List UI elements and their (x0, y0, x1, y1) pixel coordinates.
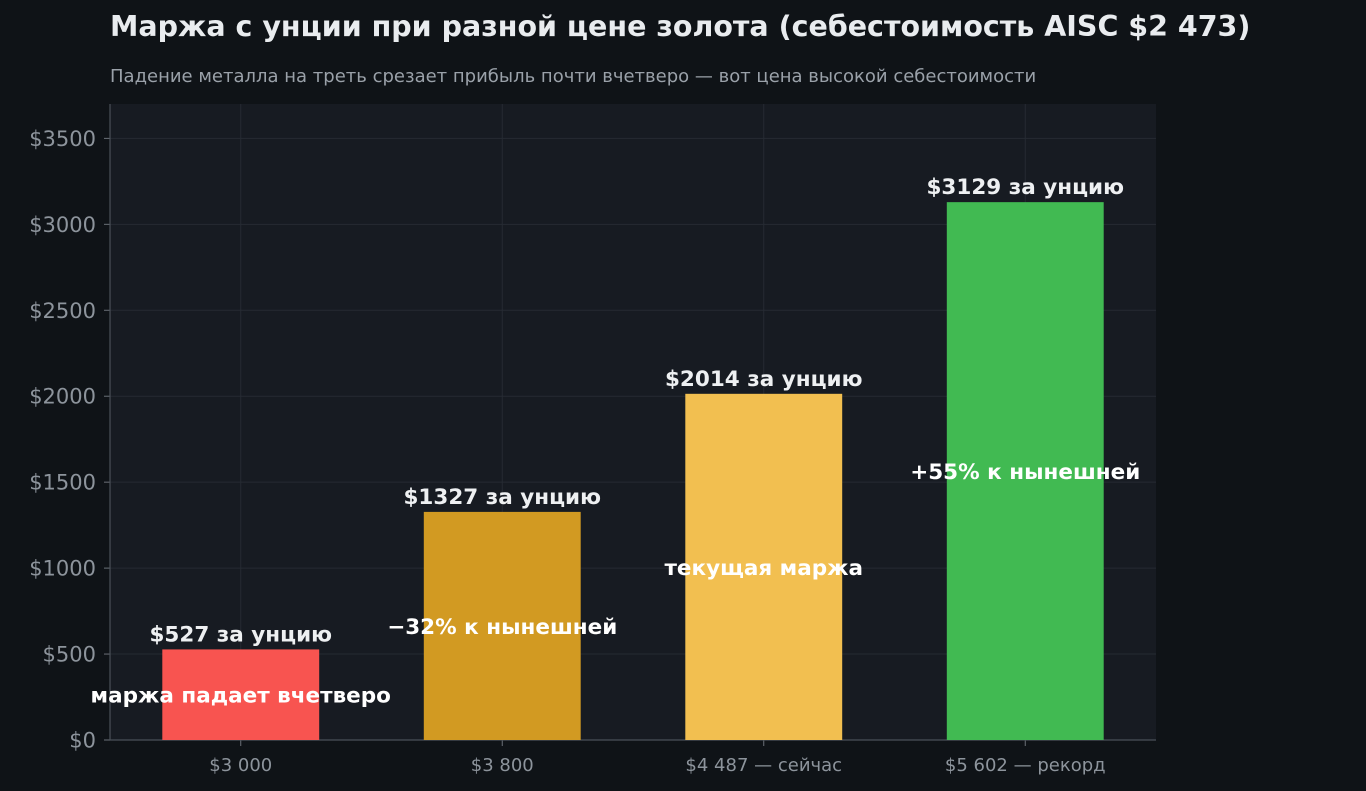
y-tick-label: $1500 (29, 471, 96, 495)
y-tick-label: $3000 (29, 213, 96, 237)
bar-annotation: маржа падает вчетверо (91, 684, 391, 709)
bar-value-label: $1327 за унцию (403, 485, 601, 510)
bar (162, 649, 320, 740)
y-tick-label: $2000 (29, 385, 96, 409)
bar-value-label: $3129 за унцию (926, 175, 1124, 200)
chart-title: Маржа с унции при разной цене золота (се… (110, 10, 1251, 43)
bar (946, 202, 1104, 740)
bar-value-label: $2014 за унцию (665, 367, 863, 392)
y-tick-label: $0 (69, 729, 96, 753)
y-tick-label: $500 (43, 643, 96, 667)
bars (162, 202, 1104, 740)
x-tick-label: $4 487 — сейчас (685, 755, 842, 776)
y-tick-label: $2500 (29, 299, 96, 323)
bar-value-label: $527 за унцию (149, 622, 332, 647)
bar-annotation: +55% к нынешней (910, 460, 1140, 485)
y-tick-label: $1000 (29, 557, 96, 581)
bar (423, 511, 581, 740)
data-labels: $527 за унцию маржа падает вчетверо $1327 … (91, 175, 1141, 709)
axes: $0 $500 $1000 $1500 $2000 $2500 $3000 $3500 $3 0… (29, 104, 1156, 776)
y-tick-label: $3500 (29, 127, 96, 151)
chart-subtitle: Падение металла на треть срезает прибыль… (110, 66, 1037, 87)
bar-annotation: −32% к нынешней (387, 615, 617, 640)
x-tick-label: $3 000 (209, 755, 272, 776)
bar-annotation: текущая маржа (664, 556, 863, 581)
x-tick-label: $3 800 (471, 755, 534, 776)
bar (685, 393, 843, 740)
x-tick-label: $5 602 — рекорд (945, 755, 1106, 776)
